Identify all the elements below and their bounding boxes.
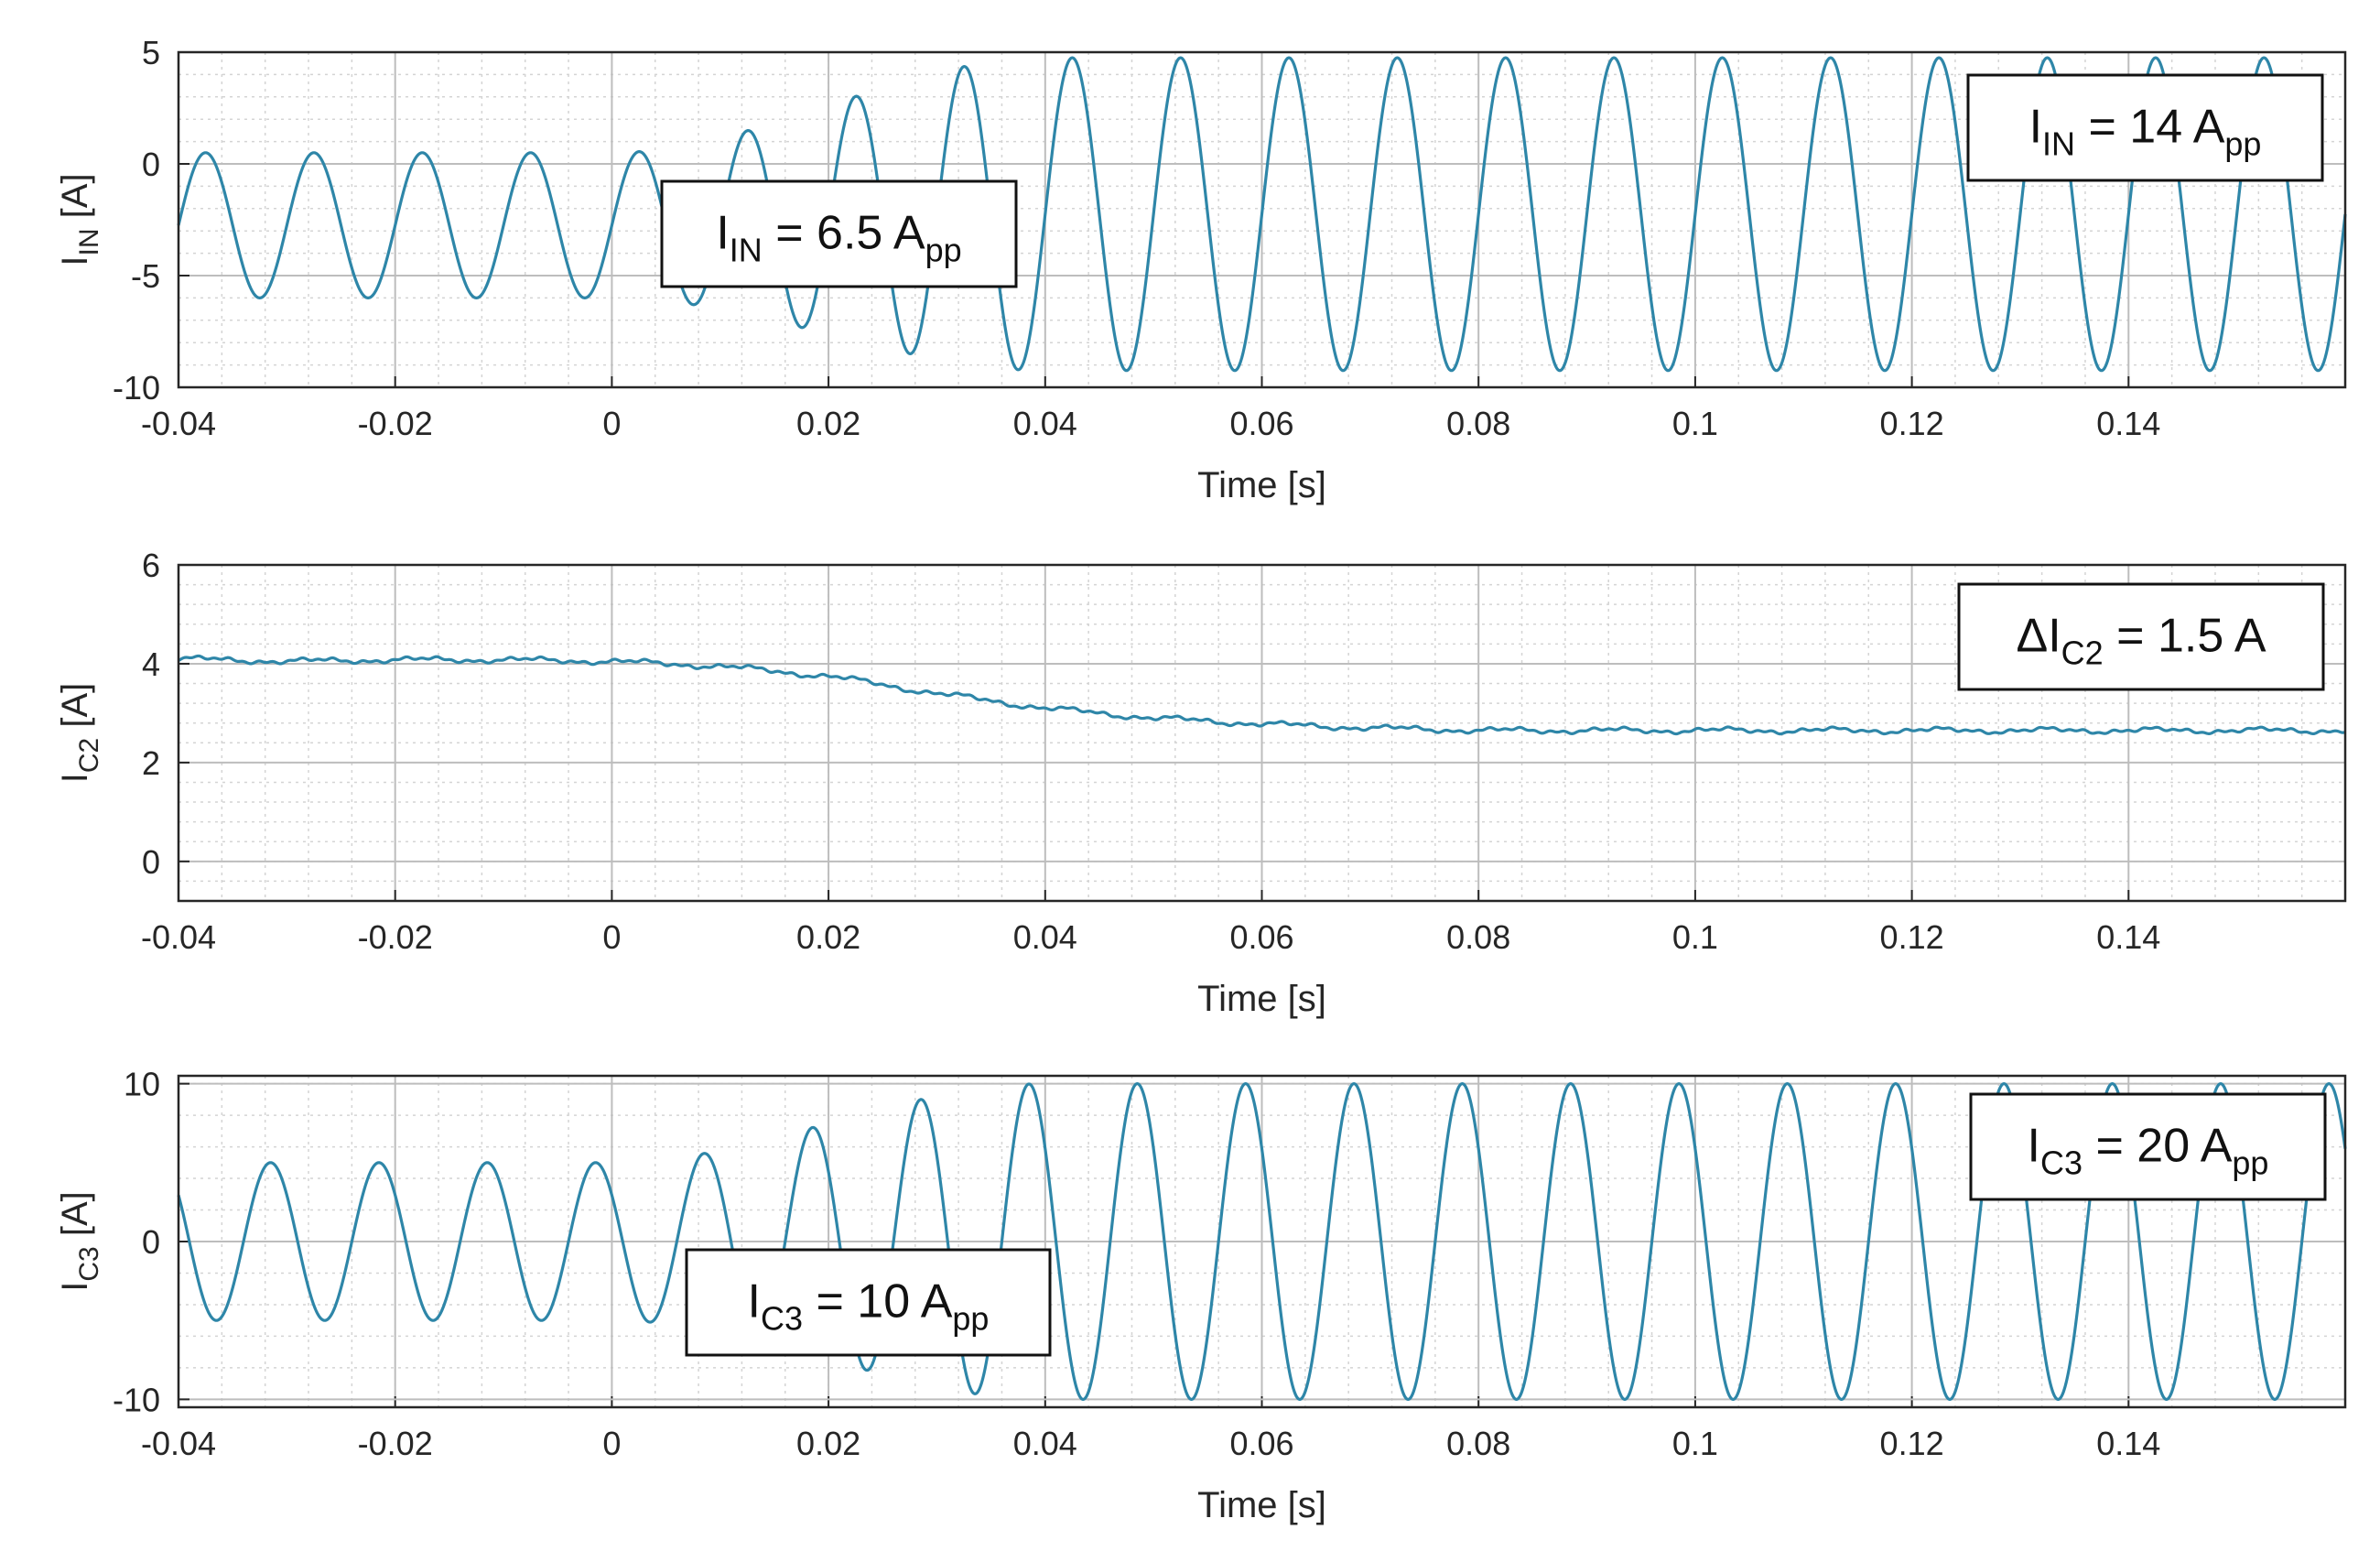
annotation-frame: [1957, 582, 2325, 691]
x-tick-label: 0.14: [2096, 918, 2160, 956]
x-tick-label: 0.08: [1446, 918, 1510, 956]
y-tick-label: 0: [142, 843, 160, 881]
annotation-frame: [1966, 73, 2324, 182]
x-tick-label: -0.02: [358, 405, 433, 442]
x-tick-label: 0.08: [1446, 405, 1510, 442]
x-tick-label: 0.04: [1013, 1425, 1077, 1462]
x-tick-label: 0.08: [1446, 1425, 1510, 1462]
x-axis-label: Time [s]: [1197, 979, 1326, 1019]
y-tick-label: 5: [142, 34, 160, 71]
x-tick-label: 0: [602, 1425, 621, 1462]
series-line-0: [177, 654, 2347, 736]
x-tick-label: -0.02: [358, 1425, 433, 1462]
x-tick-label: 0.06: [1229, 918, 1293, 956]
x-tick-label: 0.12: [1880, 405, 1944, 442]
x-tick-label: -0.02: [358, 918, 433, 956]
annotation-box: IIN = 6.5 App: [660, 179, 1018, 288]
y-tick-label: 0: [142, 1223, 160, 1261]
annotation-box: IC3 = 10 App: [685, 1248, 1052, 1357]
x-axis-label: Time [s]: [1197, 1485, 1326, 1525]
x-tick-label: 0.1: [1672, 405, 1718, 442]
panel-ic2: -0.04 -0.02 0 0.02 0.04 0.06 0.08 0.1 0.12 0.14 0 2…: [55, 547, 2347, 1019]
y-tick-label: 6: [142, 547, 160, 584]
panel-iin: -0.04 -0.02 0 0.02 0.04 0.06 0.08 0.1 0.12 0.14 -1…: [55, 34, 2347, 505]
x-axis-label: Time [s]: [1197, 465, 1326, 505]
annotation-frame: [685, 1248, 1052, 1357]
y-tick-label: 10: [124, 1066, 160, 1103]
y-tick-label: -10: [113, 369, 160, 407]
annotation-label: IC3 = 10 App: [748, 1275, 990, 1338]
axes-frame: [177, 50, 2347, 389]
x-tick-label: 0.04: [1013, 918, 1077, 956]
y-tick-label: 2: [142, 744, 160, 782]
annotation-label: IIN = 14 App: [2029, 101, 2262, 163]
axes-frame: [177, 1074, 2347, 1409]
x-tick-label: 0.12: [1880, 918, 1944, 956]
annotation-label: IIN = 6.5 App: [716, 207, 961, 269]
x-tick-label: 0.1: [1672, 918, 1718, 956]
x-tick-label: 0: [602, 918, 621, 956]
panel-ic3: -0.04 -0.02 0 0.02 0.04 0.06 0.08 0.1 0.12 0.14 -1…: [55, 1066, 2347, 1525]
x-tick-label: -0.04: [141, 918, 216, 956]
axes-frame: [177, 563, 2347, 903]
y-axis-label: IIN [A]: [55, 173, 104, 266]
annotation-label: ΔIC2 = 1.5 A: [2016, 610, 2266, 672]
annotation-label: IC3 = 20 App: [2028, 1120, 2269, 1182]
x-tick-label: 0.12: [1880, 1425, 1944, 1462]
x-tick-label: -0.04: [141, 405, 216, 442]
annotation-box: IIN = 14 App: [1966, 73, 2324, 182]
x-tick-label: 0: [602, 405, 621, 442]
y-tick-label: -10: [113, 1381, 160, 1418]
annotation-box: ΔIC2 = 1.5 A: [1957, 582, 2325, 691]
annotation-frame: [660, 179, 1018, 288]
y-axis-label: IC3 [A]: [55, 1191, 104, 1292]
x-tick-label: 0.14: [2096, 405, 2160, 442]
x-tick-label: 0.04: [1013, 405, 1077, 442]
x-tick-label: 0.14: [2096, 1425, 2160, 1462]
x-tick-label: 0.02: [796, 918, 860, 956]
x-tick-label: 0.06: [1229, 405, 1293, 442]
annotation-frame: [1969, 1092, 2327, 1201]
y-tick-label: -5: [131, 257, 160, 295]
y-tick-label: 0: [142, 146, 160, 183]
x-tick-label: 0.02: [796, 405, 860, 442]
x-tick-label: -0.04: [141, 1425, 216, 1462]
y-tick-label: 4: [142, 645, 160, 683]
x-tick-label: 0.02: [796, 1425, 860, 1462]
series-line-0: [177, 56, 2347, 373]
x-tick-label: 0.1: [1672, 1425, 1718, 1462]
annotation-box: IC3 = 20 App: [1969, 1092, 2327, 1201]
y-axis-label: IC2 [A]: [55, 683, 104, 784]
x-tick-label: 0.06: [1229, 1425, 1293, 1462]
